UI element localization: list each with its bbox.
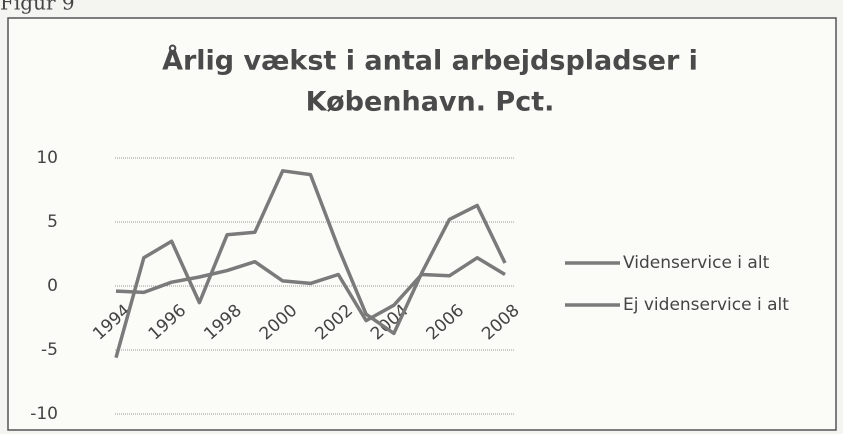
y-tick-label: 10 [36,148,58,168]
series-line [115,256,506,323]
series-line [114,169,507,359]
legend-label: Ej videnservice i alt [623,295,789,315]
legend-label: Videnservice i alt [623,253,770,273]
chart-title: København. Pct. [306,87,555,118]
y-tick-label: 0 [47,276,58,296]
y-tick-label: -10 [30,404,58,424]
figure-label: Figur 9 [0,0,75,15]
y-tick-label: -5 [41,340,58,360]
chart-title: Årlig vækst i antal arbejdspladser i [162,45,698,77]
chart-frame [7,17,837,431]
y-tick-label: 5 [47,212,58,232]
